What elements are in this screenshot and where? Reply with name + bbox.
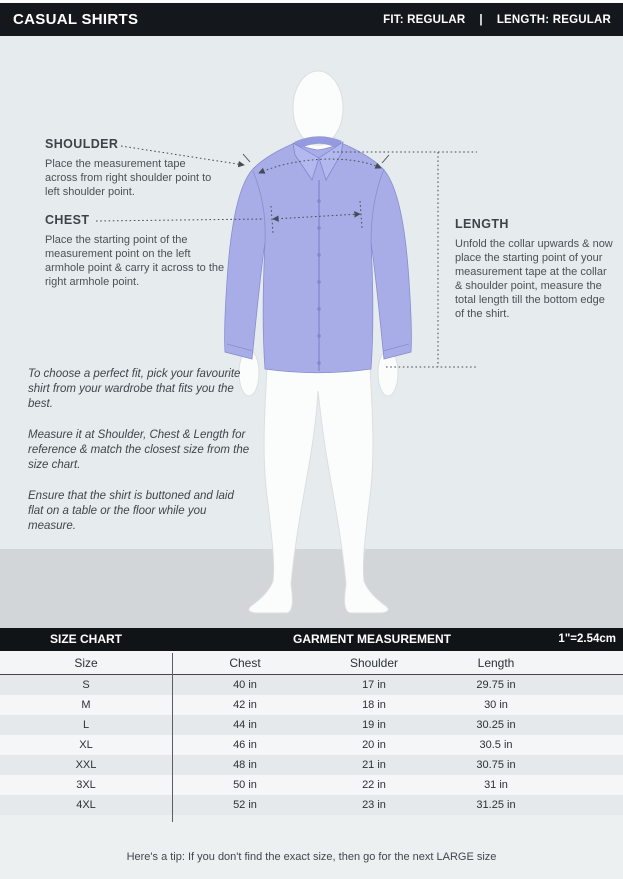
- shoulder-left-tick: [242, 153, 251, 163]
- cell-chest: 42 in: [233, 699, 257, 711]
- column-header-size: Size: [74, 656, 98, 670]
- size-chart-table: Size Chest Shoulder Length S 40 in 17 in…: [0, 651, 623, 879]
- cell-length: 30 in: [484, 699, 508, 711]
- cell-size: 4XL: [76, 799, 96, 811]
- cell-length: 31 in: [484, 779, 508, 791]
- top-margin-strip: [0, 0, 623, 3]
- legs-shape: [248, 366, 389, 614]
- table-row: 4XL 52 in 23 in 31.25 in: [0, 795, 623, 815]
- cell-length: 30.25 in: [476, 719, 516, 731]
- cell-shoulder: 21 in: [362, 759, 386, 771]
- fit-length-info: FIT: REGULAR | LENGTH: REGULAR: [383, 14, 611, 26]
- shoulder-label: SHOULDER: [45, 137, 119, 151]
- column-divider-line: [172, 653, 173, 822]
- page-title: CASUAL SHIRTS: [13, 11, 139, 28]
- cell-shoulder: 22 in: [362, 779, 386, 791]
- cell-size: 3XL: [76, 779, 96, 791]
- cell-size: XXL: [75, 759, 97, 771]
- table-row: XXL 48 in 21 in 30.75 in: [0, 755, 623, 775]
- shoulder-right-tick: [381, 154, 390, 164]
- size-tip-footnote: Here's a tip: If you don't find the exac…: [126, 851, 497, 863]
- size-chart-header-bar: SIZE CHART GARMENT MEASUREMENT 1"=2.54cm: [0, 628, 623, 651]
- length-guide-block: LENGTH Unfold the collar upwards & now p…: [455, 217, 613, 321]
- table-row: 3XL 50 in 22 in 31 in: [0, 775, 623, 795]
- right-armhole-seam: [370, 168, 385, 243]
- cell-length: 31.25 in: [476, 799, 516, 811]
- column-header-shoulder: Shoulder: [349, 656, 399, 670]
- chest-label: CHEST: [45, 213, 90, 227]
- column-header-length: Length: [477, 656, 515, 670]
- chest-description: Place the starting point of the measurem…: [45, 234, 225, 288]
- shoulder-measure-arrow: [258, 158, 382, 174]
- cell-chest: 52 in: [233, 799, 257, 811]
- size-chart-title: SIZE CHART: [50, 632, 122, 646]
- cell-size: S: [82, 679, 90, 691]
- cell-shoulder: 23 in: [362, 799, 386, 811]
- cell-chest: 44 in: [233, 719, 257, 731]
- shirt-illustration: [224, 136, 412, 374]
- tip-paragraph: To choose a perfect fit, pick your favou…: [28, 368, 241, 410]
- table-row: XL 46 in 20 in 30.5 in: [0, 735, 623, 755]
- tip-paragraph: Ensure that the shirt is buttoned and la…: [28, 490, 234, 532]
- tip-paragraph: Measure it at Shoulder, Chest & Length f…: [28, 429, 250, 471]
- floor-band: [0, 549, 623, 628]
- collar-band: [294, 136, 342, 149]
- fit-value: FIT: REGULAR: [383, 13, 466, 26]
- length-label: LENGTH: [455, 217, 509, 231]
- table-header-row: Size Chest Shoulder Length: [0, 651, 623, 675]
- cell-size: XL: [79, 739, 93, 751]
- chest-guide-block: CHEST Place the starting point of the me…: [45, 213, 227, 289]
- cell-chest: 48 in: [233, 759, 257, 771]
- chest-right-tick: [359, 200, 363, 229]
- length-description: Unfold the collar upwards & now place th…: [455, 238, 613, 320]
- column-header-chest: Chest: [229, 656, 261, 670]
- cell-chest: 50 in: [233, 779, 257, 791]
- cell-shoulder: 18 in: [362, 699, 386, 711]
- cell-shoulder: 20 in: [362, 739, 386, 751]
- table-row: S 40 in 17 in 29.75 in: [0, 675, 623, 695]
- fit-tips-block: To choose a perfect fit, pick your favou…: [28, 367, 252, 550]
- header-bar: CASUAL SHIRTS FIT: REGULAR | LENGTH: REG…: [0, 3, 623, 36]
- head-shape: [292, 70, 344, 146]
- cell-length: 30.5 in: [479, 739, 513, 751]
- shirt-buttons: [317, 199, 321, 365]
- cell-length: 30.75 in: [476, 759, 516, 771]
- cell-size: L: [82, 719, 90, 731]
- right-cuff-line: [382, 343, 410, 352]
- unit-conversion-note: 1"=2.54cm: [558, 633, 616, 645]
- left-cuff-line: [226, 343, 254, 352]
- cell-chest: 46 in: [233, 739, 257, 751]
- shoulder-description: Place the measurement tape across from r…: [45, 158, 212, 198]
- length-value: LENGTH: REGULAR: [496, 13, 611, 26]
- cell-shoulder: 17 in: [362, 679, 386, 691]
- divider-bar: |: [479, 13, 483, 26]
- chest-leader-line: [95, 218, 265, 222]
- cell-chest: 40 in: [233, 679, 257, 691]
- cell-length: 29.75 in: [476, 679, 516, 691]
- measurement-illustration: SHOULDER Place the measurement tape acro…: [0, 36, 623, 628]
- chest-left-tick: [270, 205, 274, 234]
- cell-size: M: [81, 699, 91, 711]
- table-row: L 44 in 19 in 30.25 in: [0, 715, 623, 735]
- left-armhole-seam: [252, 170, 266, 243]
- human-silhouette: [238, 70, 399, 614]
- shoulder-guide-block: SHOULDER Place the measurement tape acro…: [45, 137, 221, 199]
- cell-shoulder: 19 in: [362, 719, 386, 731]
- table-row: M 42 in 18 in 30 in: [0, 695, 623, 715]
- shirt-figure-illustration: [95, 70, 477, 614]
- chest-measure-arrow: [272, 211, 361, 222]
- garment-measurement-title: GARMENT MEASUREMENT: [293, 632, 451, 646]
